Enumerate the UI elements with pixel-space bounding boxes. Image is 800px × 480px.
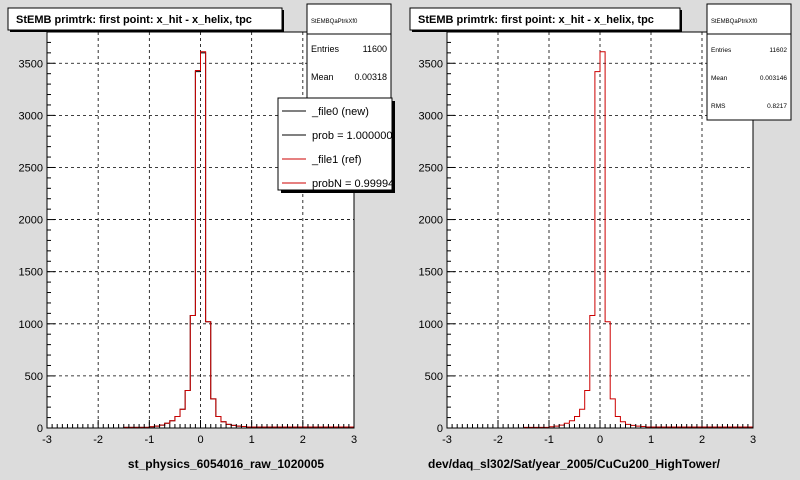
x-tick-label: 0 bbox=[597, 434, 603, 446]
x-tick-label: 1 bbox=[648, 434, 654, 446]
chart-right: -3 -2 -1 0 1 2 3 0 500 1000 1500 2000 2500 3000 3500 de… bbox=[409, 3, 792, 471]
chart-title: StEMB primtrk: first point: x_hit - x_he… bbox=[16, 14, 252, 26]
legend-box bbox=[277, 97, 393, 191]
legend-label: prob = 1.000000 bbox=[312, 130, 392, 142]
x-tick-label: 2 bbox=[699, 434, 705, 446]
stats-value-entries: 11602 bbox=[769, 47, 787, 54]
y-tick-label: 3000 bbox=[19, 110, 43, 122]
x-tick-label: 3 bbox=[351, 434, 357, 446]
title-box bbox=[7, 7, 283, 31]
legend-label: _file1 (ref) bbox=[311, 154, 362, 166]
x-axis-label: dev/daq_sl302/Sat/year_2005/CuCu200_High… bbox=[428, 457, 721, 471]
y-tick-label: 2000 bbox=[419, 215, 443, 227]
title-box bbox=[409, 7, 681, 31]
y-tick-label: 2000 bbox=[19, 215, 43, 227]
stats-value-mean: 0.00318 bbox=[354, 72, 387, 82]
stats-label-rms: RMS bbox=[711, 103, 726, 110]
x-tick-label: -3 bbox=[42, 434, 52, 446]
y-tick-label: 3500 bbox=[419, 58, 443, 70]
y-tick-label: 1000 bbox=[19, 319, 43, 331]
stats-value-mean: 0.003146 bbox=[760, 75, 787, 82]
y-tick-label: 2500 bbox=[19, 162, 43, 174]
y-tick-label: 500 bbox=[425, 371, 443, 383]
stats-label-mean: Mean bbox=[711, 75, 728, 82]
y-tick-label: 1500 bbox=[419, 267, 443, 279]
stats-label-entries: Entries bbox=[311, 44, 340, 54]
legend-label: _file0 (new) bbox=[311, 106, 369, 118]
x-tick-label: 2 bbox=[300, 434, 306, 446]
stats-name: StEMBQaPtrkXf0 bbox=[311, 19, 358, 25]
x-tick-label: -3 bbox=[442, 434, 452, 446]
x-tick-label: -2 bbox=[93, 434, 103, 446]
x-tick-label: 3 bbox=[750, 434, 756, 446]
stats-value-entries: 11600 bbox=[363, 44, 387, 54]
chart-title: StEMB primtrk: first point: x_hit - x_he… bbox=[418, 14, 654, 26]
x-axis-label: st_physics_6054016_raw_1020005 bbox=[128, 457, 324, 471]
chart-left: -3 -2 -1 0 1 2 3 0 500 1000 1500 2000 2500 3000 3500 st… bbox=[7, 3, 395, 471]
x-tick-label: 0 bbox=[197, 434, 203, 446]
stats-value-rms: 0.8217 bbox=[767, 103, 787, 110]
stats-label-mean: Mean bbox=[311, 72, 334, 82]
y-tick-label: 0 bbox=[37, 423, 43, 435]
y-tick-label: 2500 bbox=[419, 162, 443, 174]
y-tick-label: 1500 bbox=[19, 267, 43, 279]
y-tick-label: 0 bbox=[437, 423, 443, 435]
y-tick-label: 3500 bbox=[19, 58, 43, 70]
x-tick-label: -2 bbox=[493, 434, 503, 446]
stats-name: StEMBQaPtrkXf0 bbox=[711, 19, 758, 25]
x-tick-label: 1 bbox=[249, 434, 255, 446]
stats-label-entries: Entries bbox=[711, 47, 732, 54]
x-tick-label: -1 bbox=[144, 434, 154, 446]
y-tick-label: 3000 bbox=[419, 110, 443, 122]
y-tick-label: 1000 bbox=[419, 319, 443, 331]
legend-label: probN = 0.99994 bbox=[312, 178, 394, 190]
stats-box bbox=[706, 3, 792, 121]
x-tick-label: -1 bbox=[544, 434, 554, 446]
y-tick-label: 500 bbox=[25, 371, 43, 383]
